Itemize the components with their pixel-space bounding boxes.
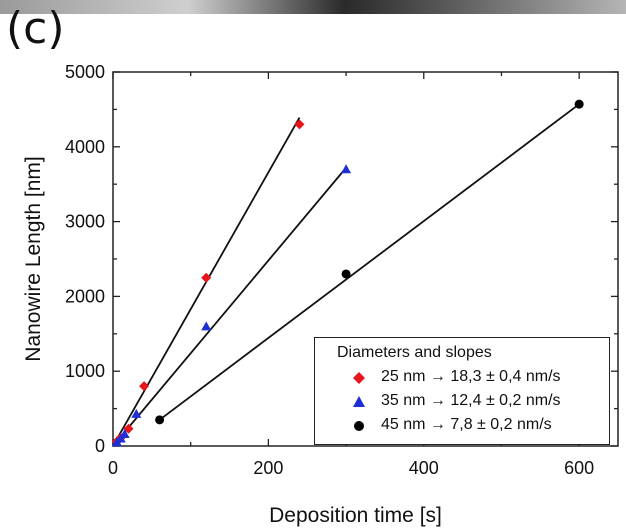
x-tick-label: 0 <box>108 458 118 478</box>
data-point <box>131 408 142 418</box>
x-axis-label: Deposition time [s] <box>269 504 442 527</box>
x-tick-label: 600 <box>564 458 594 478</box>
legend-item-25nm: 25 nm → 18,3 ± 0,4 nm/s <box>315 368 609 388</box>
black-circle-icon <box>354 421 364 431</box>
legend-label: 35 nm → 12,4 ± 0,2 nm/s <box>381 392 561 409</box>
cropped-image-strip <box>0 0 626 14</box>
fit-line <box>159 103 580 421</box>
x-tick-label: 400 <box>409 458 439 478</box>
data-point <box>201 321 212 331</box>
y-tick-label: 2000 <box>65 286 105 306</box>
y-tick-label: 5000 <box>65 62 105 82</box>
data-point <box>341 164 352 174</box>
legend: Diameters and slopes 25 nm → 18,3 ± 0,4 … <box>314 337 610 445</box>
data-point <box>123 423 134 434</box>
y-axis-label: Nanowire Length [nm] <box>22 156 45 361</box>
cropped-micrograph <box>0 0 626 14</box>
red-diamond-icon <box>353 372 365 384</box>
data-point <box>201 272 212 283</box>
legend-label: 45 nm → 7,8 ± 0,2 nm/s <box>381 416 552 433</box>
data-point <box>139 381 150 392</box>
data-point <box>341 269 351 279</box>
data-point <box>294 119 305 130</box>
y-tick-label: 1000 <box>65 361 105 381</box>
data-point <box>119 429 130 439</box>
blue-triangle-icon <box>353 396 365 407</box>
y-tick-label: 3000 <box>65 212 105 232</box>
data-point <box>155 415 165 425</box>
fit-line <box>112 167 347 447</box>
legend-title: Diameters and slopes <box>337 344 492 361</box>
legend-item-45nm: 45 nm → 7,8 ± 0,2 nm/s <box>315 416 609 436</box>
panel-label: (c) <box>6 3 65 54</box>
y-tick-label: 0 <box>95 436 105 456</box>
x-tick-label: 200 <box>253 458 283 478</box>
y-tick-label: 4000 <box>65 137 105 157</box>
data-point <box>574 99 584 109</box>
legend-label: 25 nm → 18,3 ± 0,4 nm/s <box>381 368 561 385</box>
legend-item-35nm: 35 nm → 12,4 ± 0,2 nm/s <box>315 392 609 412</box>
